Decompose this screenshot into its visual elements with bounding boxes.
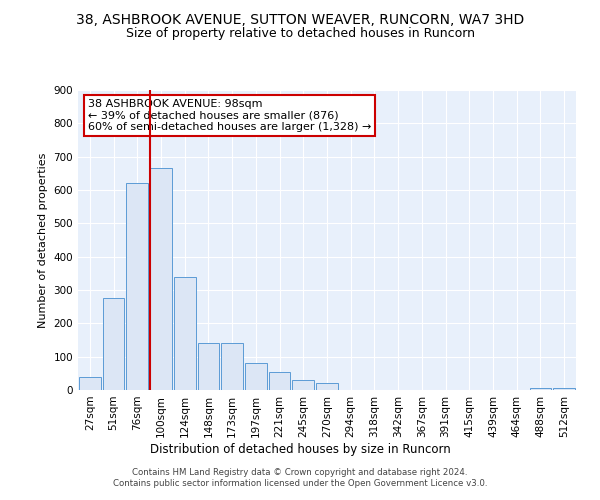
Bar (292, 380, 314, 390)
Text: Size of property relative to detached houses in Runcorn: Size of property relative to detached ho… (125, 28, 475, 40)
Bar (174, 276, 196, 390)
Bar (316, 384, 338, 390)
Bar (530, 388, 551, 390)
Text: 38, ASHBROOK AVENUE, SUTTON WEAVER, RUNCORN, WA7 3HD: 38, ASHBROOK AVENUE, SUTTON WEAVER, RUNC… (76, 12, 524, 26)
Bar (245, 364, 267, 390)
Bar (269, 372, 290, 390)
Bar (79, 376, 101, 390)
Y-axis label: Number of detached properties: Number of detached properties (38, 152, 48, 328)
Bar (150, 168, 172, 390)
Text: Distribution of detached houses by size in Runcorn: Distribution of detached houses by size … (149, 442, 451, 456)
Bar (127, 184, 148, 390)
Bar (197, 344, 220, 390)
Text: 38 ASHBROOK AVENUE: 98sqm
← 39% of detached houses are smaller (876)
60% of semi: 38 ASHBROOK AVENUE: 98sqm ← 39% of detac… (88, 99, 371, 132)
Bar (221, 344, 243, 390)
Text: Contains HM Land Registry data © Crown copyright and database right 2024.
Contai: Contains HM Land Registry data © Crown c… (113, 468, 487, 487)
Bar (553, 388, 575, 390)
Bar (103, 298, 124, 390)
